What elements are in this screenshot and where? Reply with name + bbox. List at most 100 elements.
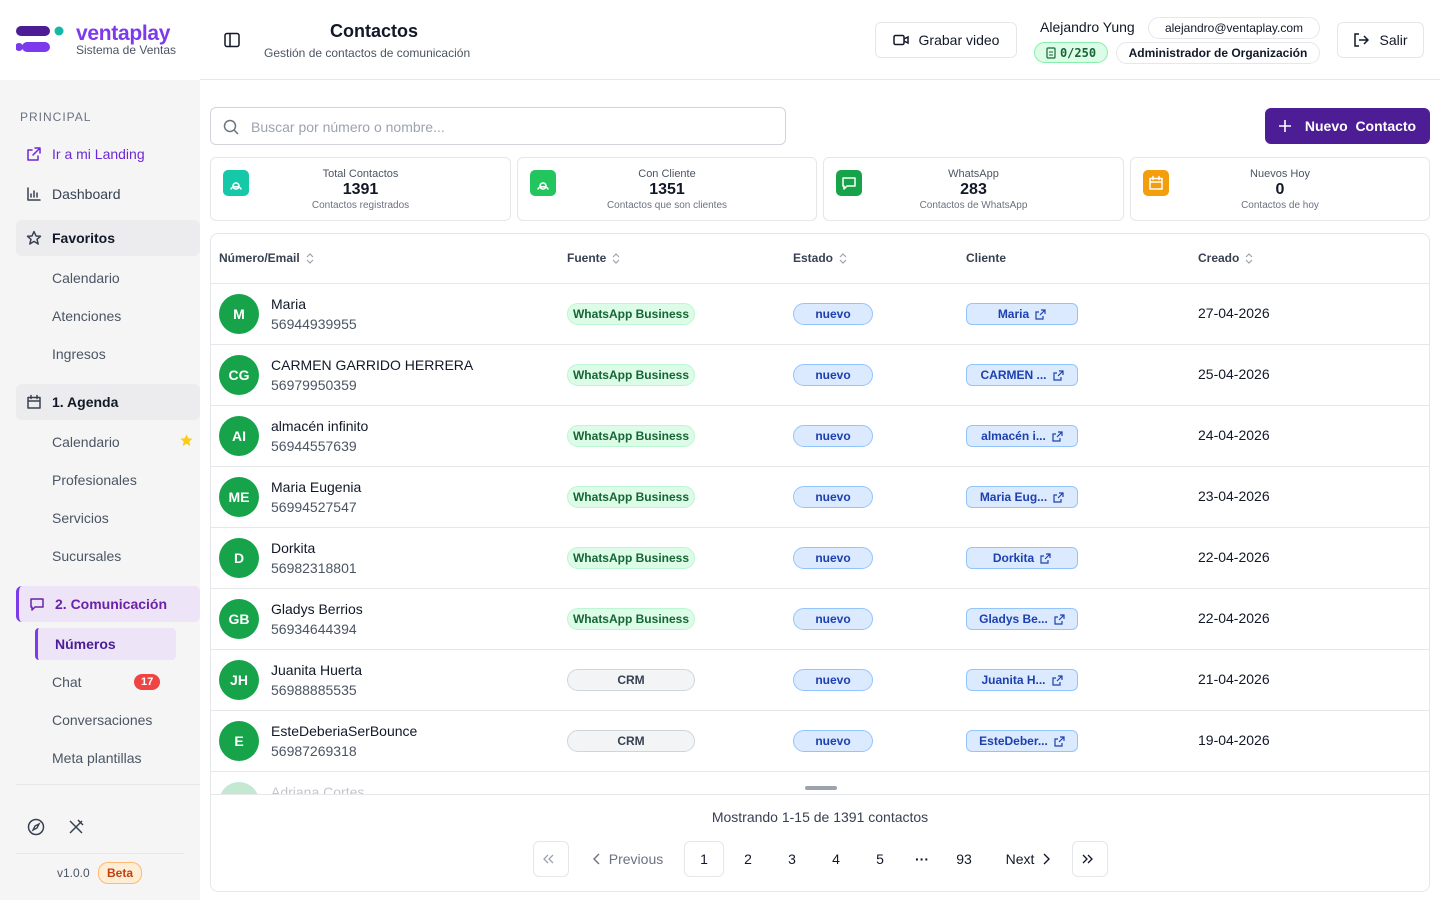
sort-icon [306,252,314,264]
page-subtitle: Gestión de contactos de comunicación [264,46,471,60]
nav-label: Servicios [52,510,109,526]
external-icon [1053,491,1064,503]
client-name: Dorkita [992,551,1035,565]
status-badge: nuevo [793,669,873,691]
client-link[interactable]: almacén i... [966,425,1078,447]
stat-card: WhatsApp 283 Contactos de WhatsApp [823,157,1124,221]
page-button[interactable]: 4 [832,851,840,867]
last-page-button[interactable] [1072,841,1108,877]
nav-item[interactable]: Ir a mi Landing [16,134,200,174]
record-button[interactable]: Grabar video [875,22,1017,58]
search-box[interactable]: Buscar por número o nombre... [210,107,786,145]
column-label: Estado [793,251,834,265]
quota-text: 0/250 [1059,45,1097,60]
table-row[interactable]: ME Maria Eugenia 56994527547 WhatsApp Busin… [211,467,1429,528]
nav-label: Meta plantillas [52,750,142,766]
nav-item[interactable]: Calendario [16,259,200,297]
table-row[interactable]: M Maria 56944939955 WhatsApp Business nuevo M… [211,284,1429,345]
icon [230,182,242,190]
external-icon [1040,552,1051,564]
nav-item[interactable]: Favoritos [16,220,200,256]
external-icon [1035,308,1046,320]
stat-icon [836,170,862,196]
avatar: ME [219,477,259,517]
column-header[interactable]: Fuente [567,251,620,265]
chevron-icon [592,853,600,865]
nav-item[interactable]: Calendario [16,423,200,461]
compass-button[interactable] [27,818,45,836]
divider [211,794,1429,795]
brand-name: ventaplay [76,22,171,45]
client-link[interactable]: Dorkita [966,547,1078,569]
source-badge: WhatsApp Business [567,486,695,508]
avatar [219,782,259,794]
sort-icon [612,252,620,264]
nav-item[interactable]: 2. Comunicación [16,586,200,622]
nav-item[interactable]: Profesionales [16,461,200,499]
nav-item[interactable]: Servicios [16,499,200,537]
contact-name: Maria [271,296,307,312]
stat-icon [1143,170,1169,196]
new-contact-button[interactable]: Nuevo Contacto [1265,108,1430,144]
table-row[interactable]: E EsteDeberiaSerBounce 56987269318 CRM nuevo… [211,711,1429,772]
status-badge: nuevo [793,730,873,752]
page-button[interactable]: 5 [876,851,884,867]
table-row[interactable]: JH Juanita Huerta 56988885535 CRM nuevo Juani… [211,650,1429,711]
table-row[interactable]: CG CARMEN GARRIDO HERRERA 56979950359 Whats… [211,345,1429,406]
nav-item[interactable]: Meta plantillas [16,739,200,777]
logout-button[interactable]: Salir [1337,22,1424,58]
plus-icon [1278,120,1291,132]
table-row[interactable]: D Dorkita 56982318801 WhatsApp Business nuev… [211,528,1429,589]
stat-caption: Contactos registrados [311,200,410,211]
created-date: 22-04-2026 [1198,549,1270,565]
nav-item[interactable]: Números [16,625,200,663]
nav-item[interactable]: Chat 17 [16,663,200,701]
scrollbar [805,786,837,790]
page-button[interactable]: 1 [684,841,724,877]
page-title: Contactos [329,21,418,41]
doc-icon [1046,46,1056,59]
client-link[interactable]: CARMEN ... [966,364,1078,386]
stat-caption: Contactos de WhatsApp [919,200,1028,211]
page-button[interactable]: 3 [788,851,796,867]
nav-label: Ir a mi Landing [52,146,145,162]
nav-item[interactable]: Conversaciones [16,701,200,739]
status-badge: nuevo [793,608,873,630]
page-ellipsis: ··· [915,851,929,867]
contact-number: 56982318801 [271,560,357,576]
client-link[interactable]: Maria [966,303,1078,325]
contact-number: 56994527547 [271,499,357,515]
contact-number: 56944557639 [271,438,357,454]
contact-name: Adriana Cortes [271,784,365,794]
page-button[interactable]: 2 [744,851,752,867]
avatar: AI [219,416,259,456]
nav-item[interactable]: Atenciones [16,297,200,335]
table-row[interactable]: AI almacén infinito 56944557639 WhatsApp Bu… [211,406,1429,467]
nav-label: 2. Comunicación [55,596,168,612]
stat-value: 1351 [649,181,685,198]
client-link[interactable]: EsteDeber... [966,730,1078,752]
client-name: almacén i... [981,429,1046,443]
next-button[interactable]: Next [998,841,1058,877]
video-icon [892,34,909,46]
client-link[interactable]: Maria Eug... [966,486,1078,508]
tools-button[interactable] [67,818,85,836]
client-link[interactable]: Juanita H... [966,669,1078,691]
stat-label: WhatsApp [948,168,999,180]
column-header[interactable]: Número/Email [219,251,314,265]
nav-item[interactable]: 1. Agenda [16,384,200,420]
logo[interactable]: ventaplay Sistema de Ventas [0,0,200,80]
client-link[interactable]: Gladys Be... [966,608,1078,630]
nav-item[interactable]: Dashboard [16,174,200,214]
nav-label: 1. Agenda [52,394,119,410]
nav-item[interactable]: Sucursales [16,537,200,575]
nav-item[interactable]: Ingresos [16,335,200,373]
stat-label: Nuevos Hoy [1250,168,1310,180]
column-header[interactable]: Estado [793,251,847,265]
logout-icon [1354,33,1370,47]
sidebar-toggle[interactable] [224,32,240,48]
column-header[interactable]: Creado [1198,251,1253,265]
page-button[interactable]: 93 [956,851,972,867]
table-row[interactable]: GB Gladys Berrios 56934644394 WhatsApp Busi… [211,589,1429,650]
